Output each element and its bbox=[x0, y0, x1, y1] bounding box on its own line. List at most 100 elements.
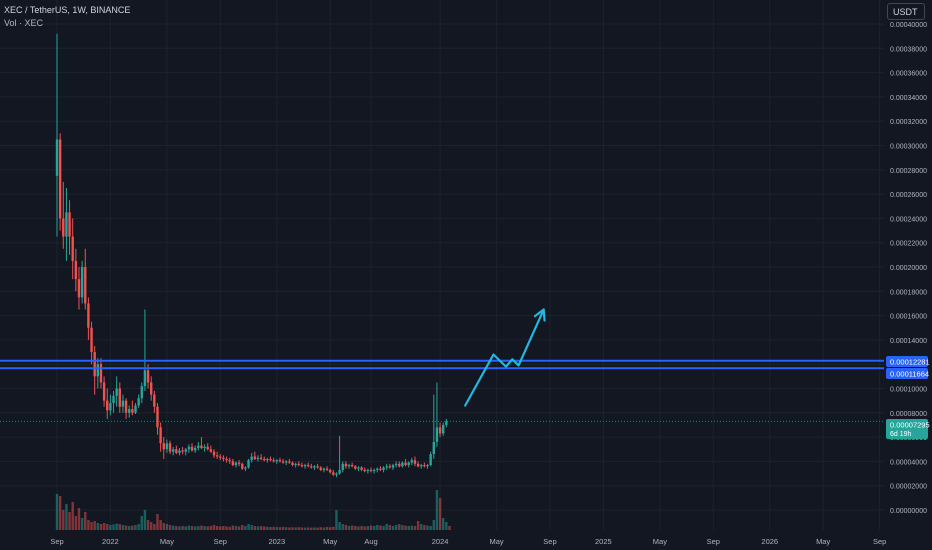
volume-bar bbox=[106, 524, 109, 530]
volume-bar bbox=[134, 525, 137, 530]
arrow-path bbox=[464, 308, 545, 407]
price-tags: 0.00012281 0.00011664 0.00007295 6d 19h bbox=[886, 356, 930, 439]
volume-bar bbox=[231, 525, 235, 530]
candle-body bbox=[291, 462, 294, 466]
volume-bar bbox=[294, 527, 297, 530]
candle-body bbox=[225, 458, 228, 461]
volume-bar bbox=[429, 526, 432, 530]
volume-bar bbox=[266, 526, 269, 530]
volume-bar bbox=[354, 526, 357, 530]
candle-body bbox=[350, 465, 354, 467]
candle-body bbox=[84, 267, 87, 304]
candle-body bbox=[250, 456, 253, 461]
candle-body bbox=[96, 364, 100, 377]
candle-body bbox=[376, 468, 379, 470]
candle-body bbox=[237, 462, 241, 464]
candle-body bbox=[156, 406, 159, 428]
volume-bar bbox=[65, 504, 68, 530]
candle-body bbox=[404, 462, 407, 466]
candle-body bbox=[153, 394, 156, 407]
candle-body bbox=[253, 456, 257, 459]
candle-body bbox=[269, 458, 272, 461]
y-tick-label: 0.00024000 bbox=[890, 216, 927, 223]
candle-body bbox=[372, 469, 376, 472]
volume-bar bbox=[156, 514, 159, 530]
candle-body bbox=[391, 465, 395, 468]
candle-body bbox=[190, 446, 194, 451]
candle-body bbox=[87, 303, 90, 328]
candle-body bbox=[401, 462, 404, 467]
candle-body bbox=[363, 469, 366, 472]
candle-body bbox=[313, 466, 316, 468]
candle-body bbox=[212, 451, 216, 456]
volume-bar bbox=[341, 524, 344, 530]
volume-bar bbox=[398, 524, 401, 530]
candle-body bbox=[432, 441, 435, 455]
volume-bar bbox=[438, 498, 442, 530]
candle-body bbox=[118, 388, 121, 407]
candle-body bbox=[209, 449, 213, 452]
volume-bar bbox=[369, 525, 373, 530]
candle-body bbox=[266, 458, 269, 461]
volume-bar bbox=[297, 527, 300, 530]
volume-bar bbox=[338, 522, 341, 530]
candle-body bbox=[322, 468, 326, 470]
x-tick-label: May bbox=[323, 537, 337, 546]
volume-bar bbox=[193, 526, 197, 530]
volume-bar bbox=[313, 527, 316, 530]
candle-body bbox=[68, 212, 71, 237]
price-candles bbox=[55, 33, 448, 478]
candle-body bbox=[109, 403, 112, 411]
candle-body bbox=[369, 469, 373, 472]
projection-arrow[interactable] bbox=[464, 308, 546, 407]
y-tick-label: 0.00008000 bbox=[890, 411, 927, 418]
volume-bar bbox=[307, 527, 310, 530]
y-tick-label: 0.00022000 bbox=[890, 241, 927, 248]
volume-bar bbox=[448, 526, 451, 530]
x-tick-label: Sep bbox=[50, 537, 63, 546]
volume-bar bbox=[420, 524, 423, 530]
volume-bar bbox=[416, 521, 420, 530]
volume-bar bbox=[442, 518, 445, 530]
candle-body bbox=[366, 469, 370, 472]
volume-bar bbox=[244, 526, 247, 530]
y-tick-label: 0.00002000 bbox=[890, 484, 927, 491]
candle-body bbox=[335, 473, 338, 475]
horizontal-levels[interactable] bbox=[0, 359, 884, 422]
current-price-tag-bg bbox=[886, 419, 928, 439]
volume-bar bbox=[366, 526, 370, 530]
candle-body bbox=[344, 463, 348, 467]
currency-button[interactable]: USDT bbox=[887, 3, 925, 20]
candle-body bbox=[99, 364, 103, 383]
volume-bar bbox=[162, 523, 165, 530]
candle-body bbox=[357, 467, 360, 469]
x-tick-label: May bbox=[816, 537, 830, 546]
volume-bar bbox=[68, 512, 71, 530]
candle-body bbox=[215, 455, 219, 457]
time-axis[interactable]: Sep 2022 May Sep 2023 May Aug 2024 May Sep 2025 May… bbox=[50, 537, 886, 546]
volume-bar bbox=[84, 512, 87, 530]
candle-body bbox=[388, 466, 392, 468]
candle-body bbox=[394, 463, 398, 466]
x-tick-label: 2025 bbox=[595, 537, 612, 546]
candle-body bbox=[184, 449, 187, 452]
price-axis[interactable]: 0.000000000.000020000.000040000.00006000… bbox=[890, 22, 927, 515]
volume-bar bbox=[102, 523, 106, 530]
candle-body bbox=[360, 467, 363, 470]
volume-bar bbox=[300, 527, 304, 530]
candle-body bbox=[285, 461, 288, 463]
volume-bar bbox=[360, 526, 363, 530]
volume-bar bbox=[391, 526, 395, 530]
volume-bar bbox=[263, 526, 266, 530]
volume-bar bbox=[332, 526, 335, 530]
volume-bar bbox=[74, 516, 78, 530]
candle-body bbox=[288, 461, 291, 463]
x-tick-label: Aug bbox=[364, 537, 377, 546]
candle-body bbox=[241, 463, 244, 469]
volume-bar bbox=[153, 524, 156, 530]
y-tick-label: 0.00020000 bbox=[890, 265, 927, 272]
volume-bar bbox=[115, 523, 118, 530]
volume-bar bbox=[281, 527, 285, 530]
y-tick-label: 0.00032000 bbox=[890, 119, 927, 126]
